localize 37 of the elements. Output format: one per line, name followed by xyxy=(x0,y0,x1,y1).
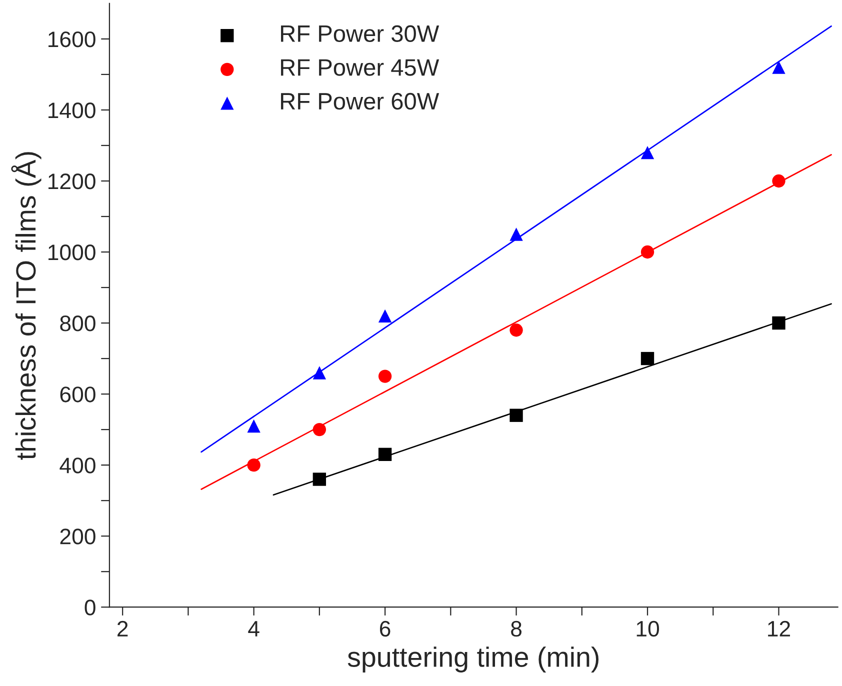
y-tick-label: 1200 xyxy=(48,174,96,190)
x-tick-label: 10 xyxy=(636,620,659,637)
point xyxy=(312,472,326,486)
y-tick-label: 0 xyxy=(84,600,96,616)
x-tick-label: 8 xyxy=(511,620,522,637)
x-tick-label: 12 xyxy=(768,620,790,636)
point xyxy=(772,316,786,330)
legend-label: RF Power 30W xyxy=(281,25,440,42)
legend-label: RF Power 60W xyxy=(281,92,440,110)
point xyxy=(510,324,523,337)
point xyxy=(640,146,654,160)
point xyxy=(510,228,523,241)
point xyxy=(312,422,326,436)
y-tick-label: 600 xyxy=(60,386,96,402)
point xyxy=(378,448,392,461)
x-tick-label: 2 xyxy=(118,620,128,636)
point xyxy=(247,458,260,472)
point xyxy=(312,366,326,380)
y-tick-label: 200 xyxy=(60,528,96,544)
point xyxy=(247,419,260,433)
y-tick-label: 1600 xyxy=(48,31,96,48)
point xyxy=(378,309,392,323)
y-axis-title: thickness of ITO films (Å) xyxy=(11,152,42,460)
point xyxy=(510,408,523,422)
y-tick-label: 1400 xyxy=(48,102,96,118)
point xyxy=(772,60,786,74)
legend-label: RF Power 45W xyxy=(281,59,440,76)
point xyxy=(640,245,654,259)
point xyxy=(772,174,786,188)
x-axis-title: sputtering time (min) xyxy=(348,646,598,672)
y-tick-label: 800 xyxy=(60,316,96,332)
y-tick-label: 400 xyxy=(60,458,96,474)
x-tick-label: 6 xyxy=(380,620,390,637)
point xyxy=(378,370,392,383)
y-tick-label: 1000 xyxy=(48,244,96,260)
point xyxy=(640,352,654,366)
x-tick-label: 4 xyxy=(248,621,260,636)
